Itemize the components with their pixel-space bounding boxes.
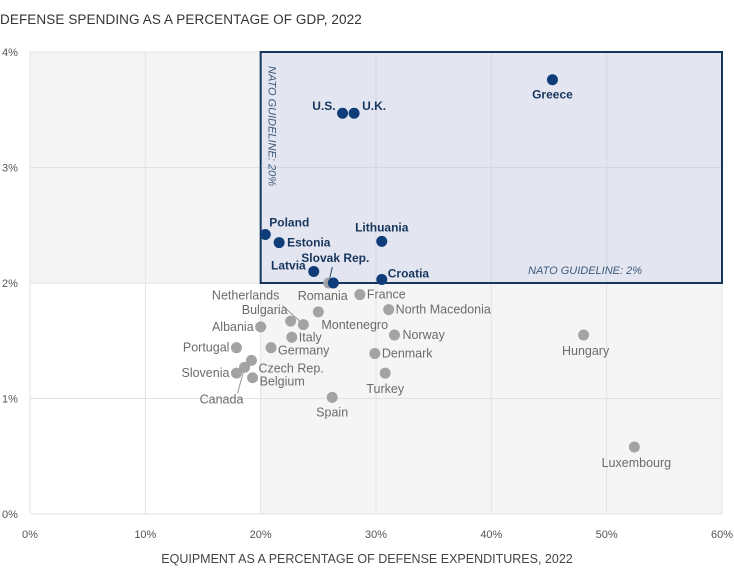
data-label: Slovak Rep. — [301, 251, 369, 265]
data-label: Bulgaria — [242, 303, 288, 317]
data-label: Germany — [278, 344, 330, 358]
data-label: Portugal — [183, 341, 230, 355]
data-label: Poland — [269, 215, 309, 229]
data-label: Canada — [200, 392, 244, 406]
x-tick-label: 60% — [711, 529, 733, 541]
data-point — [327, 277, 339, 289]
data-point — [245, 354, 257, 366]
x-tick-label: 40% — [480, 529, 502, 541]
nato-guideline-2-label: NATO GUIDELINE: 2% — [528, 265, 642, 277]
data-point — [546, 74, 558, 86]
data-label: Netherlands — [212, 289, 279, 303]
data-label: France — [367, 288, 406, 302]
y-tick-label: 1% — [2, 394, 18, 406]
data-point — [348, 107, 360, 119]
data-label: Lithuania — [355, 220, 409, 234]
y-tick-label: 3% — [2, 163, 18, 175]
data-point — [379, 367, 391, 379]
leader-line — [237, 371, 244, 394]
nato-guideline-20-label: NATO GUIDELINE: 20% — [266, 66, 278, 186]
data-point — [286, 331, 298, 343]
data-point — [354, 289, 366, 301]
x-axis-label: EQUIPMENT AS A PERCENTAGE OF DEFENSE EXP… — [161, 552, 573, 566]
data-point — [273, 237, 285, 249]
data-point — [578, 329, 590, 341]
data-label: Czech Rep. — [258, 361, 323, 375]
data-label: Croatia — [388, 267, 430, 281]
data-point — [297, 319, 309, 331]
data-label: Greece — [532, 88, 573, 102]
y-tick-label: 4% — [2, 47, 18, 59]
data-point — [259, 228, 271, 240]
x-tick-label: 20% — [250, 529, 272, 541]
data-label: Albania — [212, 320, 254, 334]
data-point — [383, 304, 395, 316]
data-point — [369, 347, 381, 359]
data-point — [628, 441, 640, 453]
data-label: Norway — [402, 328, 445, 342]
leader-line — [282, 305, 302, 323]
x-tick-label: 50% — [596, 529, 618, 541]
data-label: Montenegro — [321, 318, 388, 332]
data-point — [337, 107, 349, 119]
data-label: Romania — [298, 289, 348, 303]
data-label: Slovenia — [181, 366, 229, 380]
data-label: Turkey — [366, 382, 404, 396]
data-point — [312, 306, 324, 318]
data-point — [239, 361, 251, 373]
y-tick-label: 0% — [2, 509, 18, 521]
y-tick-label: 2% — [2, 278, 18, 290]
data-label: Hungary — [562, 344, 610, 358]
data-point — [247, 372, 259, 384]
data-point — [376, 235, 388, 247]
data-point — [376, 274, 388, 286]
data-point — [230, 367, 242, 379]
data-point — [388, 329, 400, 341]
data-point — [265, 342, 277, 354]
data-point — [326, 391, 338, 403]
x-tick-label: 30% — [365, 529, 387, 541]
data-point — [285, 315, 297, 327]
data-label: Luxembourg — [602, 456, 672, 470]
data-label: Spain — [316, 405, 348, 419]
data-label: U.S. — [312, 99, 335, 113]
data-label: U.K. — [362, 99, 386, 113]
x-tick-label: 10% — [134, 529, 156, 541]
data-label: Estonia — [287, 236, 331, 250]
data-label: Italy — [299, 330, 323, 344]
data-label: Latvia — [271, 258, 306, 272]
data-point — [230, 342, 242, 354]
data-point — [255, 321, 267, 333]
chart-title: DEFENSE SPENDING AS A PERCENTAGE OF GDP,… — [0, 12, 362, 27]
data-point — [308, 265, 320, 277]
data-label: North Macedonia — [396, 303, 491, 317]
x-tick-label: 0% — [22, 529, 38, 541]
data-label: Denmark — [382, 346, 433, 360]
data-label: Belgium — [260, 375, 305, 389]
